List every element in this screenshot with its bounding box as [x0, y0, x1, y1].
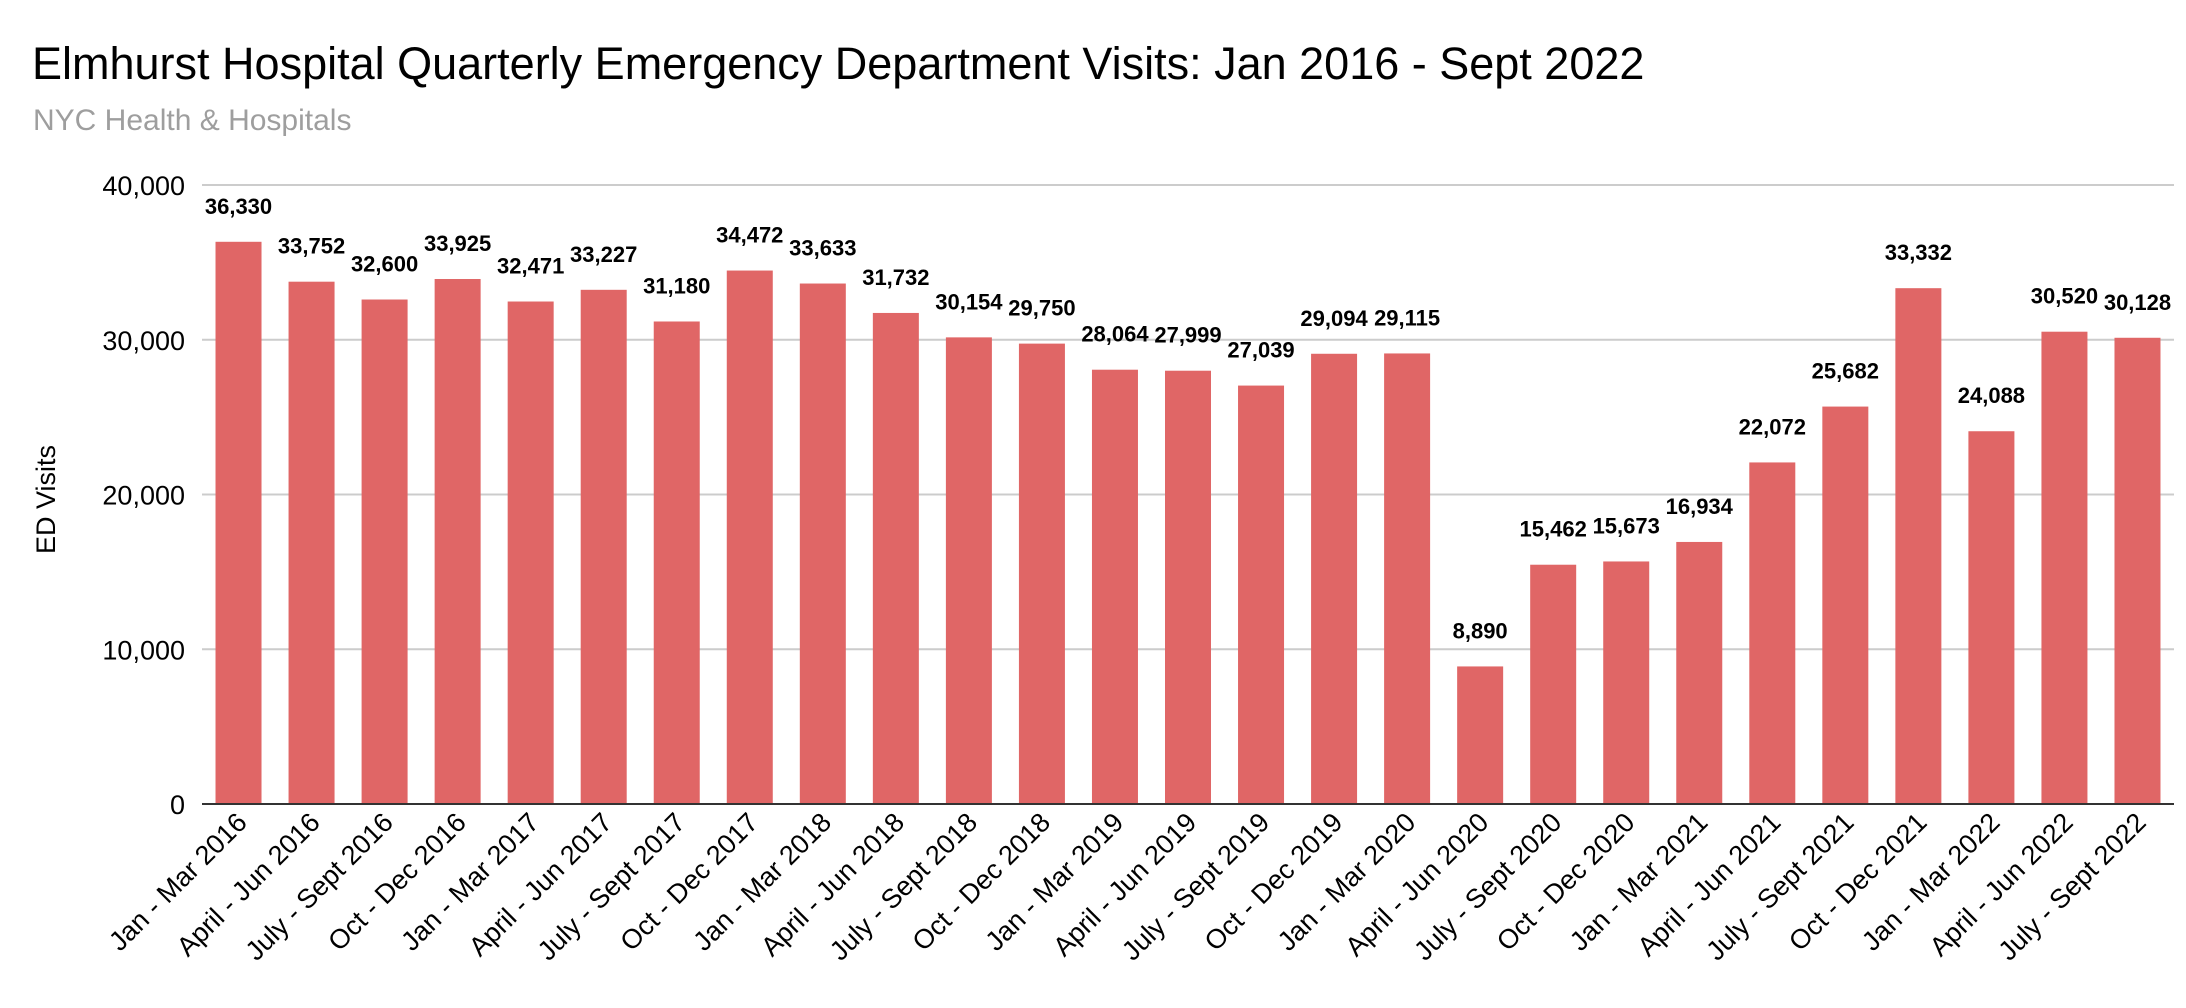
y-tick-label: 0: [170, 790, 185, 820]
data-label: 16,934: [1666, 494, 1734, 519]
bar: [1603, 561, 1650, 804]
data-label: 32,471: [497, 254, 564, 279]
chart-title: Elmhurst Hospital Quarterly Emergency De…: [32, 38, 1645, 89]
bar: [507, 301, 554, 804]
data-label: 8,890: [1453, 618, 1508, 643]
bar: [1749, 462, 1796, 804]
data-label: 30,128: [2104, 290, 2171, 315]
y-tick-label: 20,000: [102, 481, 185, 511]
data-label: 34,472: [716, 223, 783, 248]
data-label: 33,925: [424, 231, 491, 256]
bar: [361, 299, 408, 804]
data-label: 25,682: [1812, 359, 1879, 384]
bar: [1384, 353, 1431, 804]
data-label: 30,520: [2031, 284, 2098, 309]
data-label: 28,064: [1081, 322, 1149, 347]
bar: [872, 312, 919, 804]
data-label: 24,088: [1958, 383, 2025, 408]
bars: [215, 241, 2161, 805]
bar: [1018, 343, 1065, 804]
bar: [1311, 353, 1358, 804]
bar: [726, 270, 773, 805]
bar: [1165, 370, 1211, 804]
y-tick-label: 30,000: [102, 326, 185, 356]
bar: [1895, 288, 1942, 805]
data-label: 33,752: [278, 234, 345, 259]
bar: [1457, 666, 1504, 804]
bar: [2114, 337, 2161, 804]
data-label: 27,999: [1154, 323, 1221, 348]
data-label: 27,039: [1227, 338, 1294, 363]
data-label: 33,332: [1885, 240, 1952, 265]
data-label: 33,227: [570, 242, 637, 267]
bar: [580, 289, 627, 805]
data-label: 32,600: [351, 252, 418, 277]
bar: [215, 241, 262, 805]
bar: [1530, 564, 1577, 804]
bar: [653, 321, 700, 804]
data-label: 33,633: [789, 236, 856, 261]
bar: [1822, 406, 1869, 804]
data-label: 29,094: [1300, 306, 1368, 331]
data-label: 36,330: [205, 194, 272, 219]
data-label: 31,732: [862, 265, 929, 290]
bar: [434, 279, 481, 804]
bar: [945, 337, 992, 804]
chart-subtitle: NYC Health & Hospitals: [33, 104, 352, 137]
y-tick-label: 40,000: [102, 171, 185, 201]
bar: [1968, 431, 2015, 804]
bar: [288, 281, 335, 804]
data-label: 15,673: [1593, 513, 1660, 538]
data-label: 29,115: [1374, 305, 1440, 330]
y-axis-label: ED Visits: [31, 445, 61, 554]
data-label: 30,154: [935, 289, 1003, 314]
data-label: 29,750: [1008, 296, 1075, 321]
data-label: 15,462: [1520, 517, 1587, 542]
bar: [1091, 369, 1138, 804]
y-axis-ticks: 0 10,000 20,000 30,000 40,000: [102, 171, 185, 820]
y-tick-label: 10,000: [102, 635, 185, 665]
data-label: 31,180: [643, 273, 710, 298]
bar: [799, 283, 846, 805]
bar: [1238, 385, 1285, 804]
data-label: 22,072: [1739, 414, 1806, 439]
bar: [2041, 331, 2088, 804]
bar: [1676, 541, 1723, 804]
